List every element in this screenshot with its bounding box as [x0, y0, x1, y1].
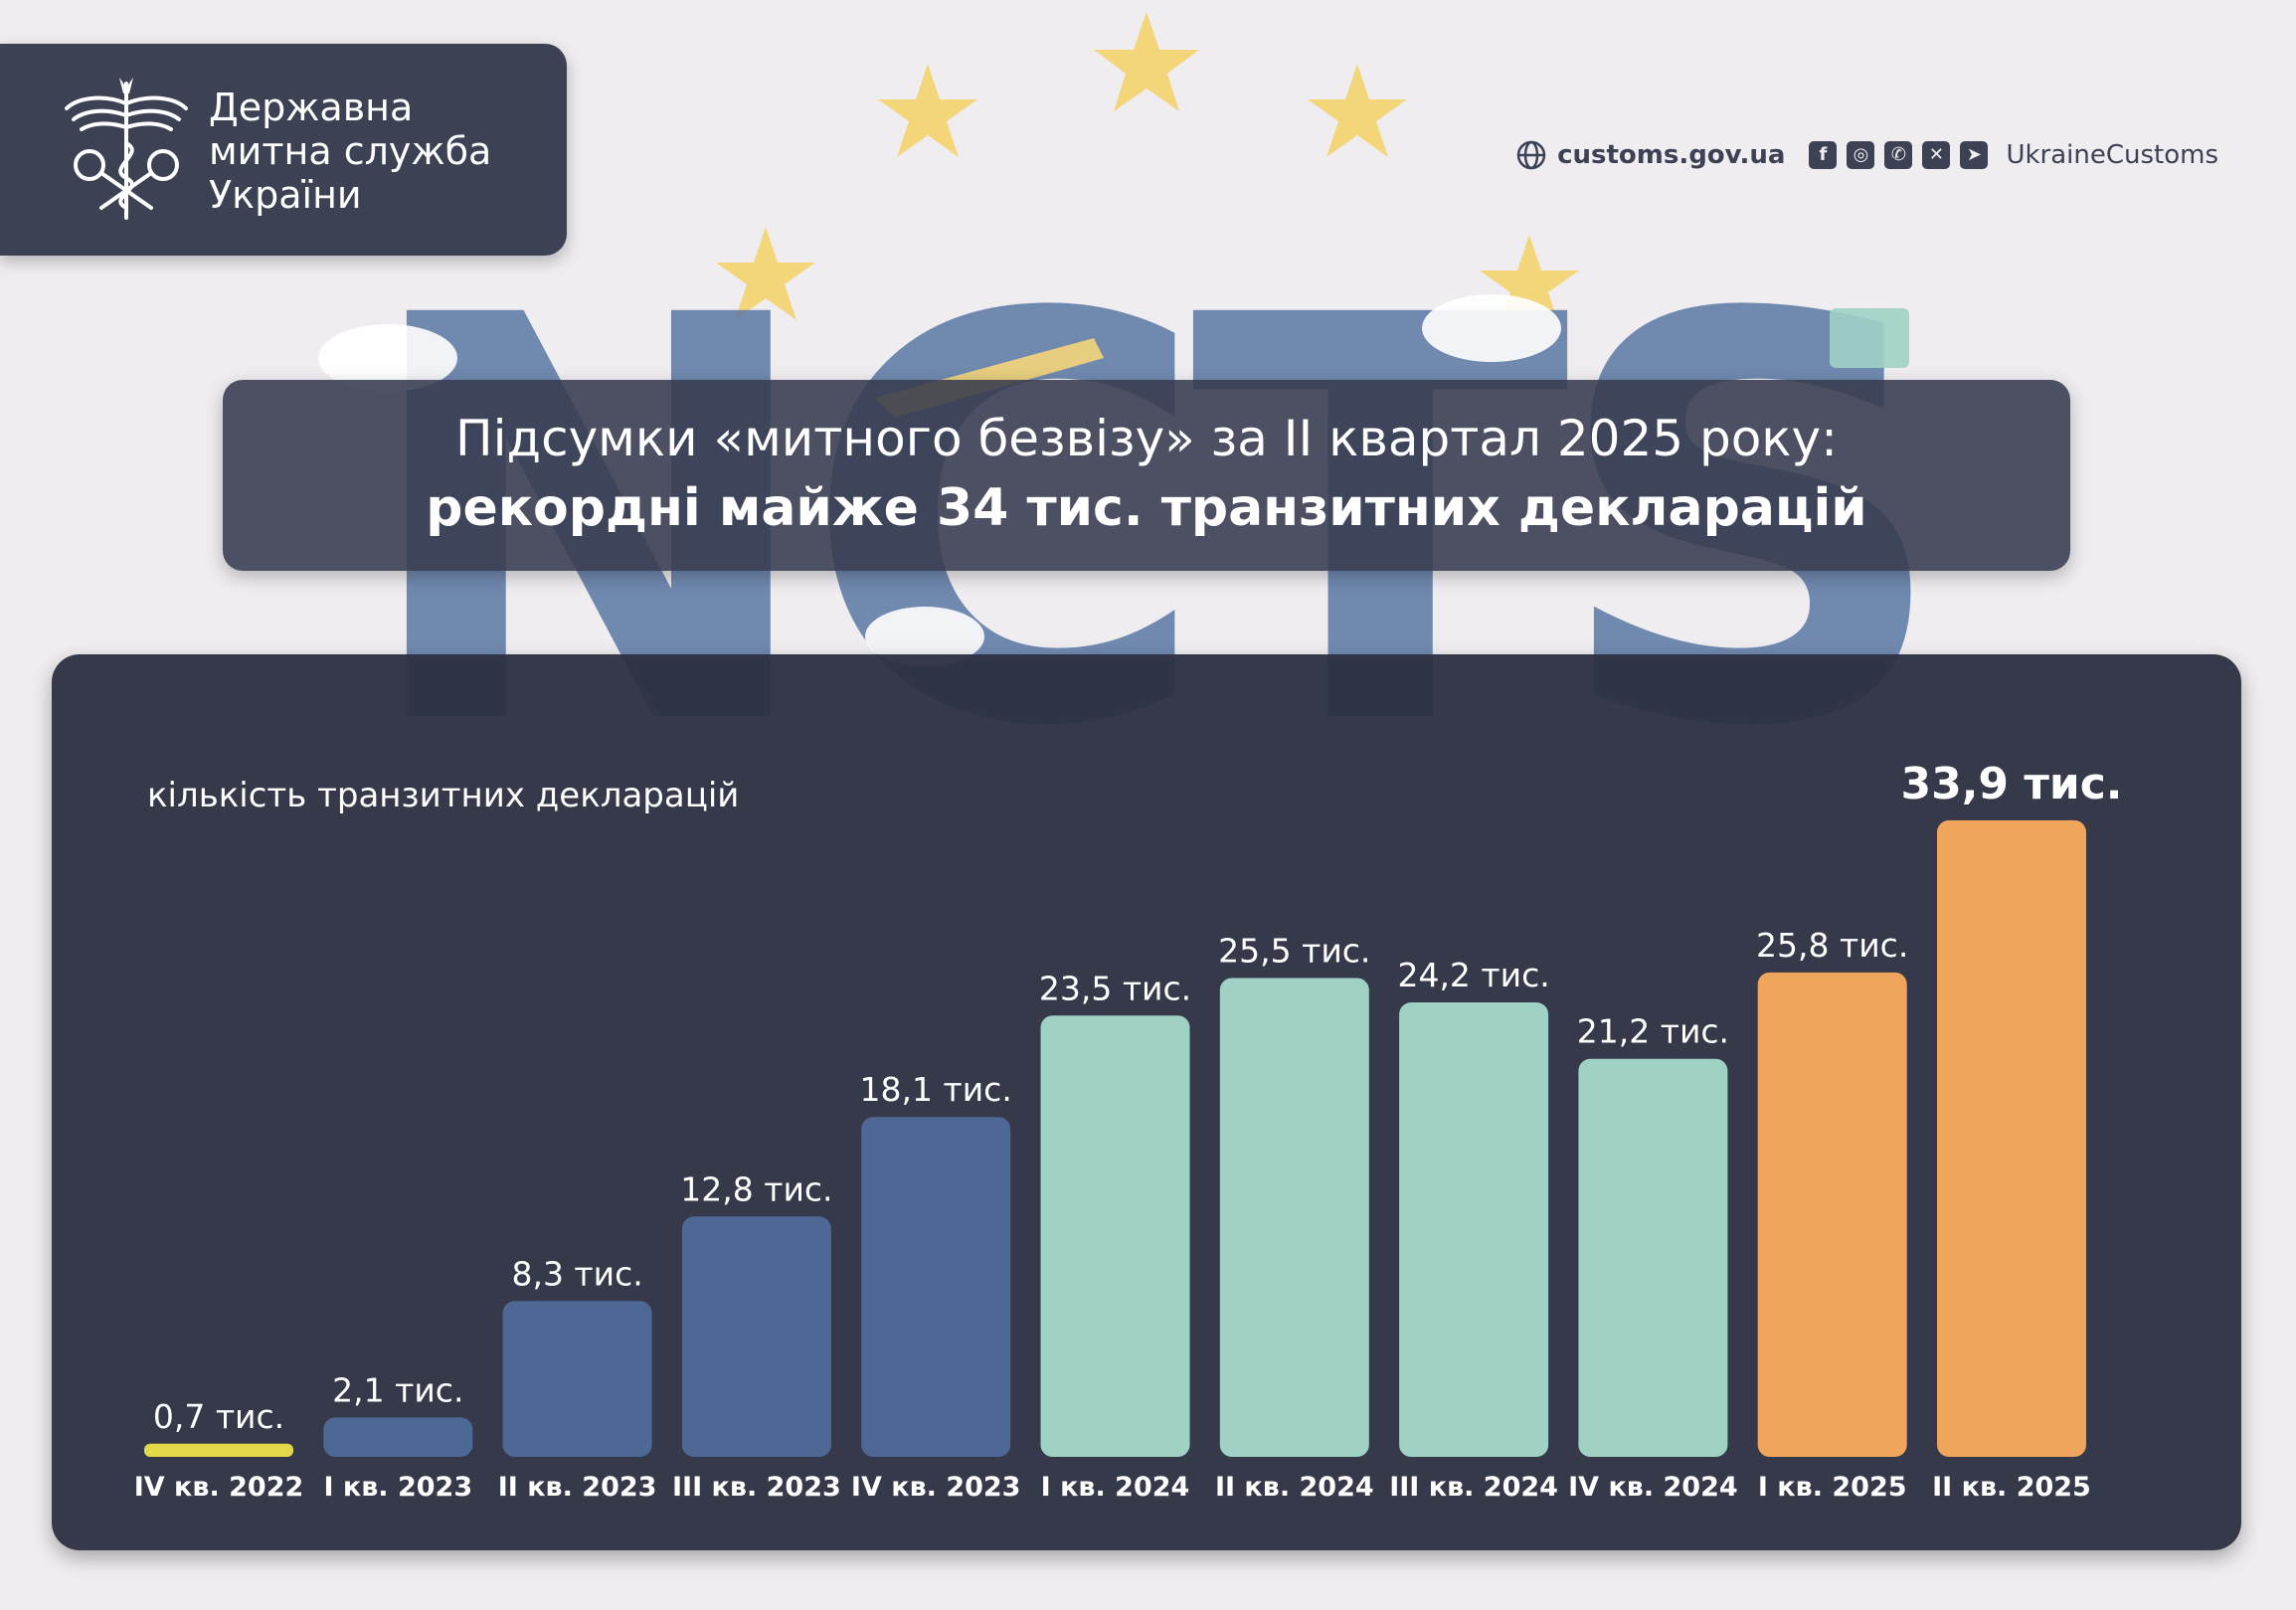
- bar-value-label: 2,1 тис.: [332, 1370, 463, 1409]
- star-icon: [1308, 64, 1407, 157]
- org-name-line: митна служба: [209, 129, 492, 173]
- logo-card: Державна митна служба України: [0, 44, 567, 256]
- facebook-icon[interactable]: f: [1809, 141, 1838, 169]
- bar: [1578, 1058, 1728, 1457]
- bar: [323, 1417, 473, 1457]
- instagram-icon[interactable]: ◎: [1847, 141, 1875, 169]
- bar: [1040, 1015, 1190, 1457]
- category-tick-label: I кв. 2023: [323, 1472, 472, 1503]
- x-icon[interactable]: ✕: [1922, 141, 1951, 169]
- bar-value-label: 0,7 тис.: [153, 1397, 284, 1436]
- whatsapp-icon[interactable]: ✆: [1884, 141, 1913, 169]
- category-tick-label: I кв. 2025: [1758, 1472, 1907, 1503]
- org-name-line: України: [209, 173, 362, 217]
- category-tick-label: IV кв. 2022: [134, 1472, 304, 1503]
- social-handle[interactable]: UkraineCustoms: [2006, 140, 2218, 170]
- bar-value-label: 8,3 тис.: [511, 1254, 642, 1293]
- telegram-icon[interactable]: ➤: [1960, 141, 1989, 169]
- bar-value-label: 25,5 тис.: [1218, 932, 1370, 971]
- eu-stars: [716, 12, 1579, 328]
- category-tick-label: IV кв. 2024: [1568, 1472, 1738, 1503]
- category-tick-label: I кв. 2024: [1041, 1472, 1190, 1503]
- bar-value-label: 23,5 тис.: [1039, 969, 1191, 1007]
- bar-value-label: 18,1 тис.: [860, 1070, 1012, 1109]
- customs-emblem-icon: [65, 78, 188, 220]
- bar-value-label: 24,2 тис.: [1397, 956, 1549, 994]
- org-name-line: Державна: [209, 86, 414, 129]
- chart-ylabel: кількість транзитних декларацій: [147, 776, 740, 815]
- category-tick-label: II кв. 2025: [1932, 1472, 2091, 1503]
- contacts-bar: customs.gov.ua f ◎ ✆ ✕ ➤ UkraineCustoms: [1515, 135, 2218, 175]
- category-tick-label: III кв. 2024: [1389, 1472, 1558, 1503]
- bar: [1399, 1002, 1549, 1457]
- category-tick-label: IV кв. 2023: [851, 1472, 1021, 1503]
- category-tick-label: II кв. 2024: [1215, 1472, 1374, 1503]
- globe-icon: [1516, 140, 1546, 170]
- title-banner: Підсумки «митного безвізу» за II квартал…: [223, 380, 2070, 571]
- bar-value-label: 25,8 тис.: [1756, 926, 1908, 965]
- page-title: Підсумки «митного безвізу» за II квартал…: [455, 410, 1838, 467]
- bar-chart: 0,7 тис. IV кв. 2022 2,1 тис. I кв. 2023 8,3…: [134, 759, 2123, 1503]
- star-icon: [1480, 235, 1579, 328]
- org-name: Державна митна служба України: [209, 86, 491, 217]
- bar: [1937, 819, 2086, 1457]
- bar: [144, 1443, 293, 1457]
- bar: [861, 1117, 1011, 1457]
- bar: [1219, 978, 1369, 1457]
- bar-value-label: 33,9 тис.: [1900, 759, 2122, 809]
- category-tick-label: III кв. 2023: [672, 1472, 841, 1503]
- page-subtitle: рекордні майже 34 тис. транзитних деклар…: [426, 478, 1867, 538]
- bar: [502, 1301, 652, 1457]
- bar: [681, 1216, 831, 1457]
- website-link[interactable]: customs.gov.ua: [1557, 140, 1786, 170]
- bar-value-label: 12,8 тис.: [680, 1169, 832, 1208]
- star-icon: [878, 64, 977, 157]
- star-icon: [1094, 12, 1199, 111]
- category-tick-label: II кв. 2023: [498, 1472, 657, 1503]
- bar: [1757, 972, 1907, 1457]
- star-icon: [716, 227, 815, 320]
- bar-value-label: 21,2 тис.: [1577, 1012, 1729, 1051]
